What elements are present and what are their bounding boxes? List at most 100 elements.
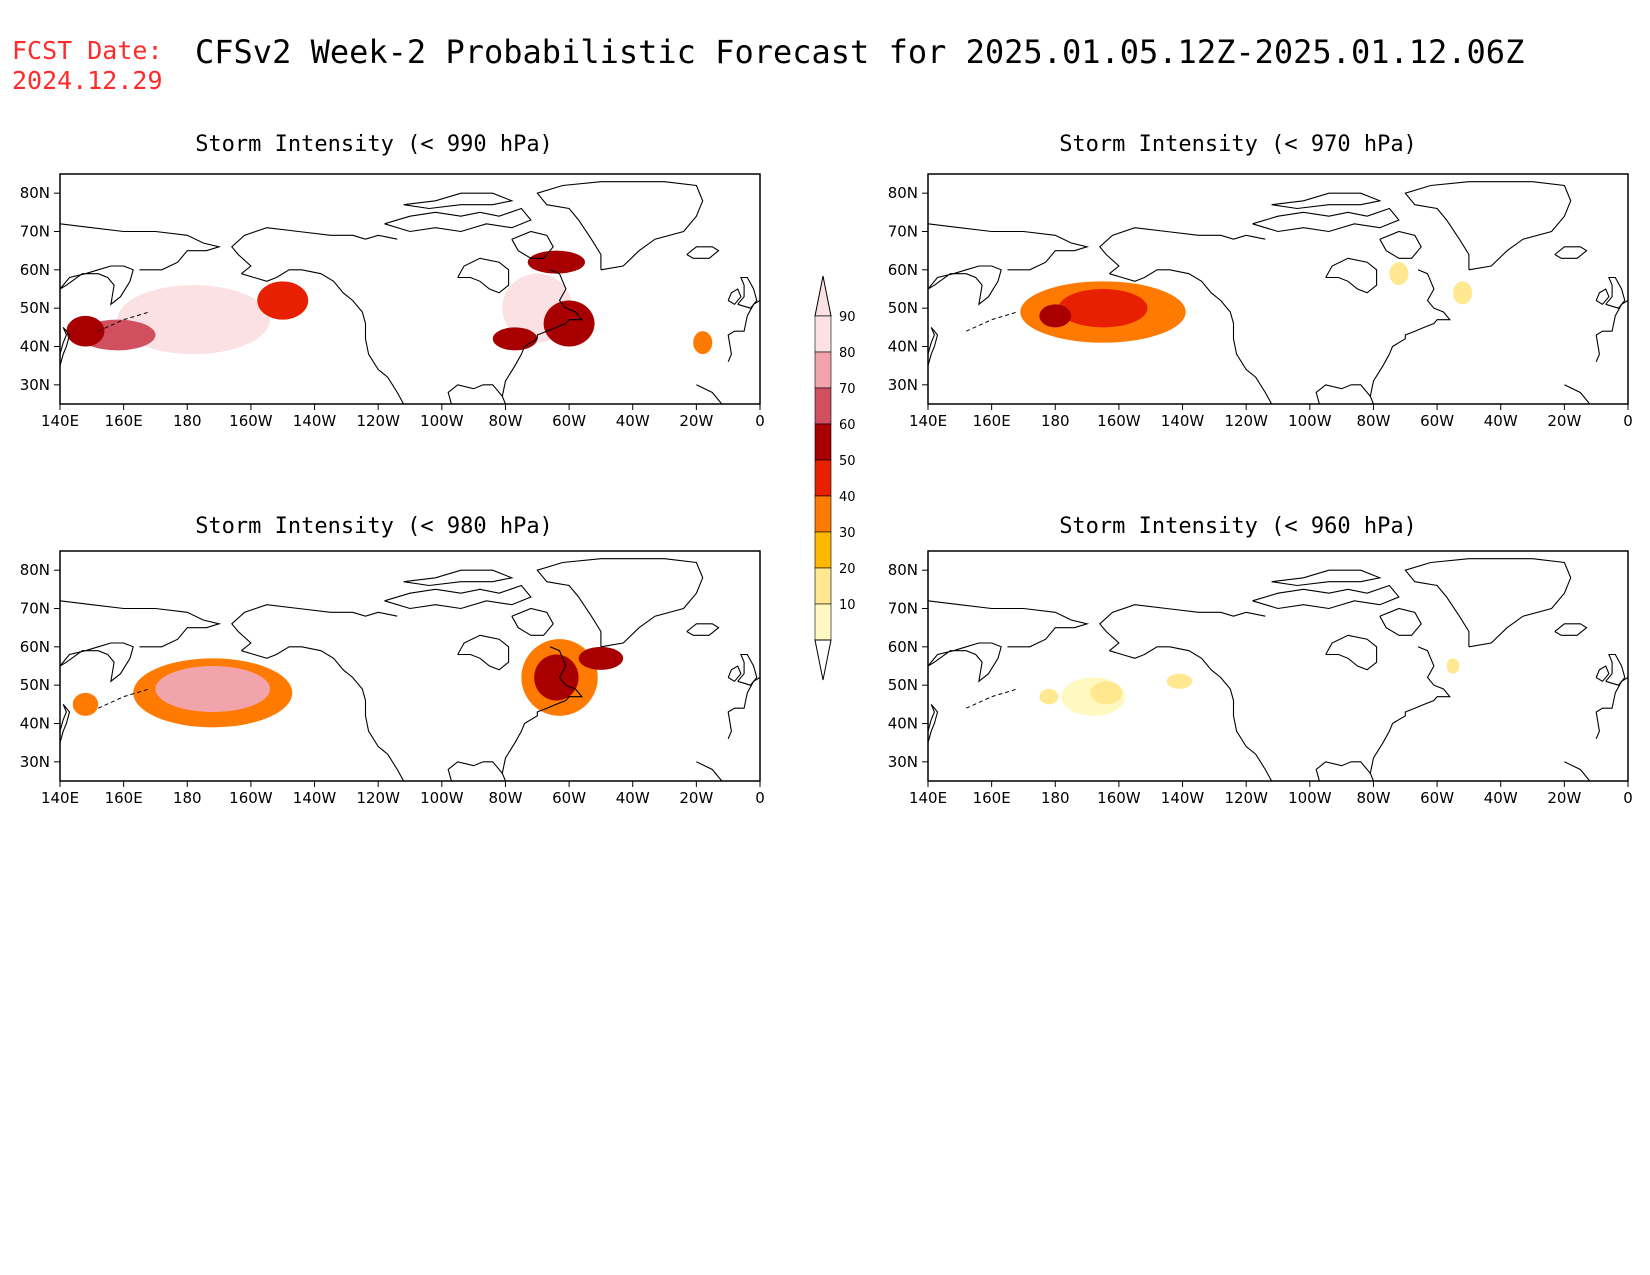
coastline [1315, 384, 1375, 404]
y-tick-label: 60N [20, 261, 50, 279]
coastline [727, 665, 742, 683]
map-frame [59, 173, 761, 405]
coastline [457, 257, 510, 294]
probability-region [1039, 689, 1059, 705]
x-tick-label: 140W [1161, 789, 1205, 807]
x-tick-label: 60W [552, 789, 586, 807]
y-tick-label: 50N [20, 676, 50, 694]
coastline [1379, 607, 1422, 636]
colorbar-label: 60 [839, 418, 856, 433]
coastline [928, 326, 939, 367]
x-tick-label: 20W [1547, 789, 1581, 807]
coastline [1379, 230, 1422, 259]
x-tick-label: 40W [616, 789, 650, 807]
coastline [501, 269, 583, 397]
coastline [1404, 181, 1572, 271]
y-tick-label: 40N [20, 338, 50, 356]
y-tick-label: 60N [20, 638, 50, 656]
x-tick-label: 180 [1041, 789, 1070, 807]
colorbar-label: 40 [839, 490, 856, 505]
coastline [511, 607, 554, 636]
probability-region [1446, 658, 1460, 674]
y-tick-label: 80N [888, 561, 918, 579]
probability-region [72, 692, 99, 716]
coastline [241, 269, 405, 404]
coastline [1271, 569, 1382, 587]
colorbar-swatch [814, 459, 832, 497]
coastline [1099, 227, 1266, 275]
probability-region [1166, 673, 1193, 689]
coastline [1564, 761, 1591, 781]
colorbar-label: 30 [839, 526, 856, 541]
x-tick-label: 140E [909, 412, 947, 430]
y-tick-label: 30N [888, 376, 918, 394]
coastline [696, 761, 723, 781]
y-tick-label: 60N [888, 638, 918, 656]
x-tick-label: 140W [293, 789, 337, 807]
coastline [1605, 653, 1626, 686]
colorbar-swatch [814, 423, 832, 461]
coastline [1325, 634, 1378, 671]
coastline [1595, 665, 1610, 683]
x-tick-label: 20W [1547, 412, 1581, 430]
x-tick-label: 80W [1356, 789, 1390, 807]
colorbar-swatch [814, 603, 832, 641]
coastline [1369, 646, 1451, 774]
coastline [457, 634, 510, 671]
colorbar-swatch [814, 495, 832, 533]
y-tick-label: 30N [888, 753, 918, 771]
y-tick-label: 80N [20, 561, 50, 579]
y-tick-label: 60N [888, 261, 918, 279]
probability-region [578, 646, 624, 670]
probability-region [1090, 681, 1123, 705]
fcst-date-label: FCST Date: [12, 36, 163, 65]
map-background [928, 174, 1628, 404]
map-panel-p960 [928, 551, 1628, 781]
x-tick-label: 140E [41, 412, 79, 430]
map-background [928, 551, 1628, 781]
x-tick-label: 140E [41, 789, 79, 807]
coastline [1325, 257, 1378, 294]
probability-region [693, 331, 713, 355]
coastline [511, 230, 554, 259]
coastline [1315, 761, 1375, 781]
y-tick-label: 70N [20, 223, 50, 241]
x-tick-label: 180 [173, 412, 202, 430]
coastline [231, 227, 398, 275]
coastline [1099, 604, 1266, 652]
x-tick-label: 160E [973, 412, 1011, 430]
coastline [60, 326, 71, 367]
coastline [536, 181, 704, 271]
coastline [928, 223, 1090, 271]
x-tick-label: 180 [1041, 412, 1070, 430]
y-tick-label: 50N [888, 676, 918, 694]
y-tick-label: 40N [888, 715, 918, 733]
x-tick-label: 20W [679, 412, 713, 430]
x-tick-label: 120W [1224, 412, 1268, 430]
x-tick-label: 60W [552, 412, 586, 430]
coastline [501, 646, 583, 774]
x-tick-label: 120W [356, 789, 400, 807]
x-tick-label: 0 [755, 412, 765, 430]
y-tick-label: 30N [20, 753, 50, 771]
dateline-boundary [965, 311, 1018, 332]
coastline [1109, 646, 1273, 781]
coastline [1605, 276, 1626, 309]
panel-title-980: Storm Intensity (< 980 hPa) [195, 514, 553, 539]
coastline [60, 600, 222, 648]
map-frame [59, 550, 761, 782]
coastline [727, 288, 742, 306]
y-tick-label: 30N [20, 376, 50, 394]
coastline [1252, 584, 1400, 610]
x-tick-label: 20W [679, 789, 713, 807]
coastline [447, 761, 507, 781]
x-tick-label: 120W [356, 412, 400, 430]
x-tick-label: 40W [1484, 412, 1518, 430]
colorbar: 90 80 70 60 50 40 30 20 10 [814, 275, 856, 681]
probability-region [1389, 262, 1409, 286]
coastline [696, 384, 723, 404]
coastline [384, 584, 532, 610]
probability-region [66, 315, 105, 347]
x-tick-label: 80W [488, 789, 522, 807]
